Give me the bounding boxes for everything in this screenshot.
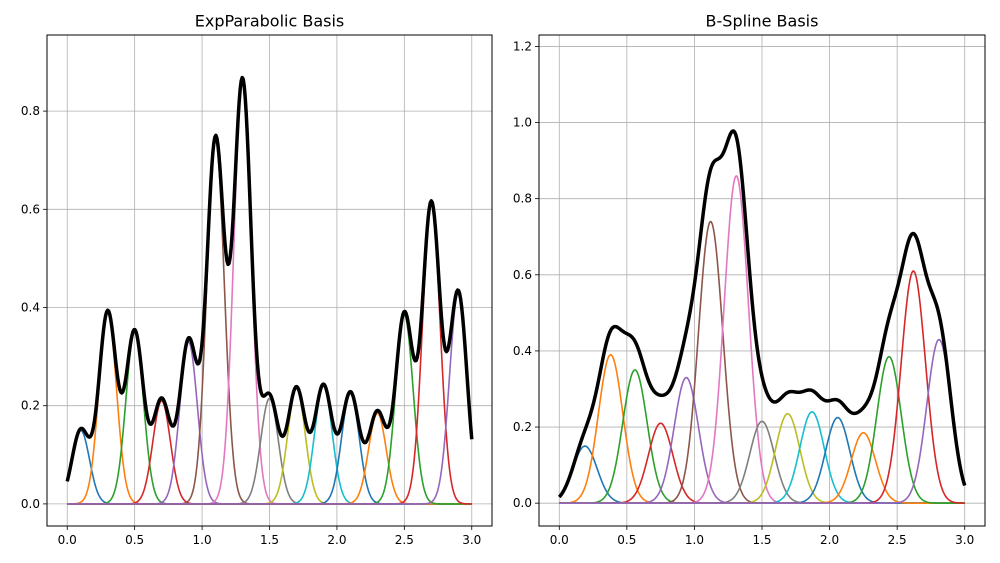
- left-subplot: ExpParabolic Basis 0.0 0.5 1.0 1.5 2.0 2.5 3.0…: [21, 12, 493, 547]
- left-x-tick-label-3: 1.5: [260, 533, 279, 547]
- right-y-tick-label-0: 0.0: [513, 496, 532, 510]
- left-y-tick-label-1: 0.2: [21, 399, 40, 413]
- right-y-tick-label-4: 0.8: [513, 192, 532, 206]
- left-x-tick-label-0: 0.0: [58, 533, 77, 547]
- left-basis-line-15: [67, 291, 473, 505]
- right-y-tick-label-6: 1.2: [513, 39, 532, 53]
- left-y-tick-label-0: 0.0: [21, 497, 40, 511]
- right-x-tick-label-6: 3.0: [955, 533, 974, 547]
- right-chart-title: B-Spline Basis: [706, 12, 819, 31]
- left-x-tick-label-5: 2.5: [395, 533, 414, 547]
- right-x-tick-label-3: 1.5: [752, 533, 771, 547]
- left-x-tick-label-6: 3.0: [462, 533, 481, 547]
- right-y-tick-label-5: 1.0: [513, 116, 532, 130]
- right-x-tick-label-1: 0.5: [617, 533, 636, 547]
- left-x-tick-label-2: 1.0: [193, 533, 212, 547]
- right-basis-line-15: [559, 338, 966, 504]
- right-sum-line: [557, 129, 967, 499]
- right-y-tick-label-2: 0.4: [513, 344, 532, 358]
- right-x-tick-label-2: 1.0: [685, 533, 704, 547]
- left-sum-line: [65, 75, 474, 482]
- right-y-tick-label-1: 0.2: [513, 420, 532, 434]
- left-y-tick-label-2: 0.4: [21, 301, 40, 315]
- left-y-tick-label-3: 0.6: [21, 202, 40, 216]
- left-chart-title: ExpParabolic Basis: [195, 12, 344, 31]
- right-subplot: B-Spline Basis 0.0 0.5 1.0 1.5 2.0 2.5 3.0 0.0 0…: [513, 12, 986, 547]
- right-y-tick-label-3: 0.6: [513, 268, 532, 282]
- left-x-tick-label-4: 2.0: [327, 533, 346, 547]
- right-x-tick-label-5: 2.5: [888, 533, 907, 547]
- right-x-tick-label-0: 0.0: [550, 533, 569, 547]
- left-x-tick-label-1: 0.5: [125, 533, 144, 547]
- left-y-tick-label-4: 0.8: [21, 104, 40, 118]
- right-x-tick-label-4: 2.0: [820, 533, 839, 547]
